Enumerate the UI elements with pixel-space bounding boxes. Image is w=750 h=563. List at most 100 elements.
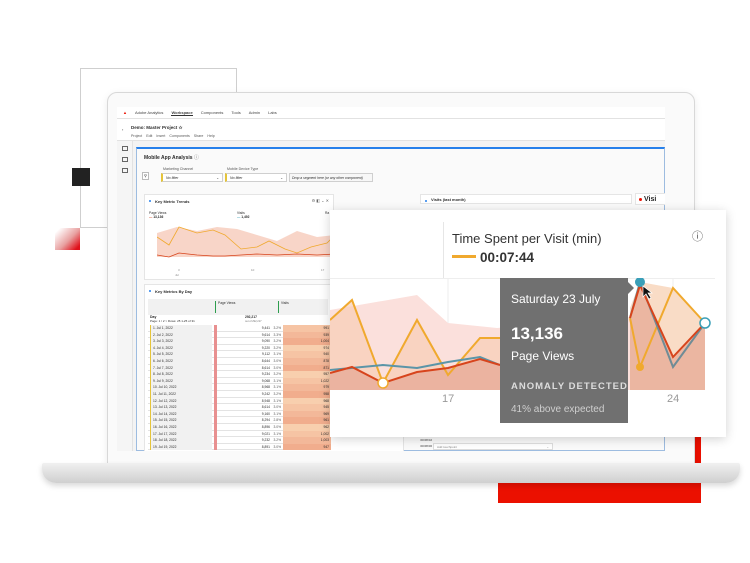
card-value: 00:07:44	[480, 250, 535, 265]
pv-bar	[214, 410, 217, 418]
table-row[interactable]: 2. Jul 2, 2022 9,614 3.3% 939	[148, 331, 331, 339]
pv-cell: 8,896	[261, 425, 270, 429]
day-cell: 9. Jul 9, 2022	[150, 377, 212, 385]
visits-cell: 991	[283, 325, 331, 332]
filter-icon[interactable]: ⚲	[142, 172, 149, 180]
col-visits[interactable]: Visits	[278, 301, 289, 313]
visits-cell: 979	[283, 384, 331, 391]
time-spent-card: Time Spent per Visit (min) 00:07:44 ⓘ 17…	[330, 210, 726, 437]
nav-labs[interactable]: Labs	[268, 110, 277, 115]
table-row[interactable]: 18. Jul 18, 2022 9,232 3.2% 1,003	[148, 437, 331, 444]
visits-last-month-panel: Visits (last month)	[420, 194, 632, 204]
adobe-logo-icon: ▲	[123, 110, 127, 115]
pv-pct-cell: 3.1%	[273, 385, 281, 390]
nav-components[interactable]: Components	[200, 110, 224, 115]
table-row[interactable]: 19. Jul 19, 2022 8,891 3.0% 947	[148, 443, 331, 451]
cursor-icon	[642, 285, 654, 300]
visualizations-icon[interactable]	[121, 157, 128, 162]
pv-cell: 9,112	[261, 352, 270, 357]
nav-tools[interactable]: Tools	[231, 110, 241, 115]
pv-cell: 9,234	[261, 372, 270, 377]
table-row[interactable]: 3. Jul 3, 2022 9,090 3.2% 1,004	[148, 338, 331, 345]
day-cell: 13. Jul 13, 2022	[150, 404, 212, 411]
pv-cell: 9,441	[261, 326, 270, 330]
nav-workspace[interactable]: Workspace	[171, 109, 193, 116]
marketing-channel-dropdown[interactable]: No filter ⌄	[161, 173, 223, 182]
col-page-views[interactable]: Page Views	[215, 301, 235, 313]
segment-drop-zone[interactable]: Drop a segment here (or any other compon…	[289, 173, 373, 182]
top-nav: ▲ Adobe Analytics Workspace Components T…	[117, 107, 665, 119]
table-row[interactable]: 15. Jul 15, 2022 8,294 2.8% 961	[148, 417, 331, 424]
star-icon[interactable]: ☆	[178, 125, 183, 130]
red-line	[330, 357, 501, 385]
line-series-orange	[157, 226, 335, 254]
menu-insert[interactable]: Insert	[156, 134, 166, 138]
table-row[interactable]: 12. Jul 12, 2022 8,948 3.1% 968	[148, 397, 331, 405]
nav-admin[interactable]: Admin	[248, 110, 261, 115]
table-row[interactable]: 7. Jul 7, 2022 8,614 3.0% 871	[148, 364, 331, 372]
project-title: Demo: Master Project	[131, 125, 178, 130]
table-row[interactable]: 14. Jul 14, 2022 9,160 3.1% 969	[148, 410, 331, 418]
panel-title: Mobile App Analysis	[144, 155, 193, 161]
pv-pct-cell: 3.0%	[273, 359, 281, 363]
brand-name: Adobe Analytics	[134, 110, 164, 115]
x-tick: 3	[178, 268, 180, 272]
table-row[interactable]: 4. Jul 4, 2022 9,220 3.2% 974	[148, 344, 331, 352]
table-row[interactable]: 16. Jul 16, 2022 8,896 3.0% 962	[148, 424, 331, 431]
panel-controls[interactable]: ⚙ ◧ ⌄ ✕	[311, 198, 329, 203]
pv-bar	[214, 404, 217, 411]
blue-line	[330, 355, 501, 371]
pv-pct-cell: 3.2%	[273, 372, 281, 377]
visits-cell: 871	[283, 364, 331, 372]
tooltip-date: Saturday 23 July	[511, 292, 601, 306]
pv-pct-cell: 3.0%	[273, 444, 281, 449]
orange-line-right	[629, 286, 706, 371]
visits-cell: 968	[283, 397, 331, 405]
visits-cell: 1,002	[283, 430, 331, 438]
info-icon[interactable]: ⓘ	[692, 231, 703, 243]
col-day[interactable]: Day	[150, 315, 157, 319]
table-title: Key Metrics By Day	[145, 285, 403, 294]
pager[interactable]: Page: 1 / 2 > Rows: 25 1-25 of 31	[150, 319, 195, 323]
pv-pct-cell: 3.1%	[273, 411, 281, 416]
menu-help[interactable]: Help	[207, 134, 215, 138]
visits-cell: 969	[283, 410, 331, 418]
day-cell: 16. Jul 16, 2022	[150, 424, 212, 431]
laptop-base	[42, 463, 740, 483]
table-row[interactable]: 13. Jul 13, 2022 8,614 3.0% 945	[148, 404, 331, 411]
components-icon[interactable]	[121, 168, 128, 173]
info-icon[interactable]: ⓘ	[193, 155, 199, 161]
menu-share[interactable]: Share	[193, 134, 204, 138]
table-row[interactable]: 1. Jul 1, 2022 9,441 3.2% 991	[148, 325, 331, 332]
red-area	[330, 359, 500, 390]
device-type-dropdown[interactable]: No filter ⌄	[225, 173, 287, 182]
day-cell: 7. Jul 7, 2022	[150, 364, 212, 372]
pv-cell: 9,614	[261, 332, 270, 337]
pv-bar	[214, 391, 217, 398]
menu-project[interactable]: Project	[131, 134, 143, 138]
table-row[interactable]: 8. Jul 8, 2022 9,234 3.2% 957	[148, 371, 331, 378]
add-touchpoint-dropdown[interactable]: Add touchpoint ⌄	[433, 443, 553, 450]
table-row[interactable]: 11. Jul 11, 2022 9,242 3.2% 958	[148, 391, 331, 398]
table-row[interactable]: 5. Jul 5, 2022 9,112 3.1% 940	[148, 351, 331, 358]
panels-icon[interactable]	[121, 146, 128, 151]
menu-edit[interactable]: Edit	[146, 134, 153, 138]
table-row[interactable]: 17. Jul 17, 2022 9,021 3.1% 1,002	[148, 430, 331, 438]
table-row[interactable]: 9. Jul 9, 2022 9,068 3.1% 1,022	[148, 377, 331, 385]
table-row[interactable]: 10. Jul 10, 2022 8,968 3.1% 979	[148, 384, 331, 391]
menu-components[interactable]: Components	[169, 134, 190, 138]
day-cell: 19. Jul 19, 2022	[150, 443, 212, 451]
day-cell: 6. Jul 6, 2022	[150, 358, 212, 365]
pv-cell: 8,644	[261, 359, 270, 363]
day-cell: 18. Jul 18, 2022	[150, 437, 212, 444]
back-chevron-icon[interactable]: ‹	[122, 127, 124, 132]
x-month: Jul	[175, 273, 179, 277]
visits-cell: 1,022	[283, 377, 331, 385]
table-row[interactable]: 6. Jul 6, 2022 8,644 3.0% 878	[148, 358, 331, 365]
pv-bar	[214, 364, 217, 372]
day-cell: 12. Jul 12, 2022	[150, 397, 212, 405]
pv-cell: 9,232	[261, 438, 270, 443]
pv-total-sub: out of 292,217	[245, 319, 262, 323]
legend-visits: Visits — 1,492	[237, 211, 250, 219]
pv-cell: 9,242	[261, 392, 270, 396]
